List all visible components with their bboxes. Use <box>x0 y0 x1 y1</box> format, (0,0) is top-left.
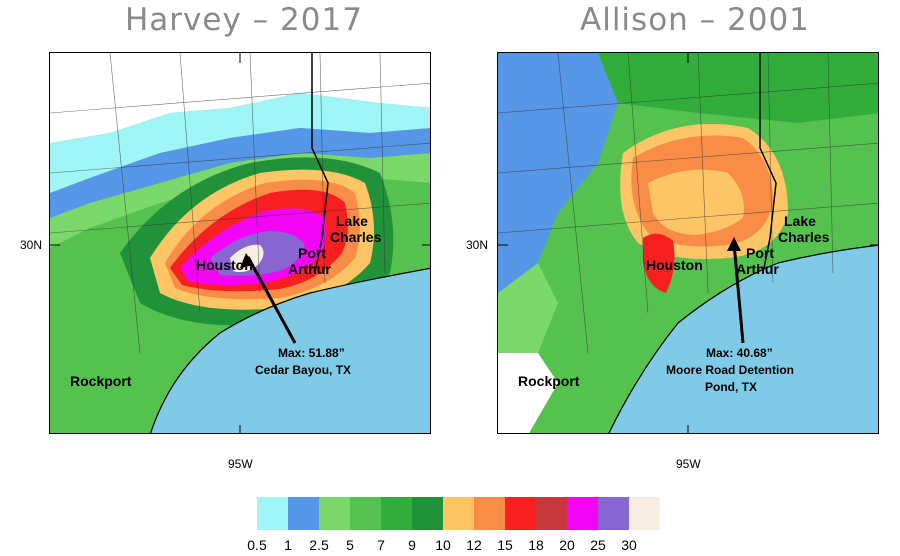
legend-swatch <box>474 497 505 530</box>
allison-city-houston: Houston <box>646 257 703 273</box>
harvey-lon-label: 95W <box>228 457 253 471</box>
harvey-title: Harvey – 2017 <box>125 2 363 38</box>
harvey-max-line1: Max: 51.88” <box>278 346 345 360</box>
allison-city-rockport: Rockport <box>518 373 580 389</box>
harvey-city-lake: Lake <box>336 213 368 229</box>
allison-city-lake: Lake <box>784 213 816 229</box>
allison-max-arrow <box>732 242 745 344</box>
harvey-city-houston: Houston <box>196 257 253 273</box>
harvey-city-arthur: Arthur <box>288 261 331 277</box>
allison-max-line3: Pond, TX <box>705 380 757 394</box>
legend-swatch <box>629 497 660 530</box>
legend-label: 2.5 <box>309 537 329 553</box>
harvey-lat-label: 30N <box>20 238 43 252</box>
allison-lon-label: 95W <box>676 457 701 471</box>
allison-title: Allison – 2001 <box>580 2 810 38</box>
legend-swatch <box>505 497 536 530</box>
rainfall-legend-labels: 0.5 1 2.5 5 7 9 10 12 15 18 20 25 30 <box>0 537 900 553</box>
legend-swatch <box>288 497 319 530</box>
harvey-city-charles: Charles <box>330 229 382 245</box>
legend-swatch <box>319 497 350 530</box>
legend-label: 7 <box>377 537 385 553</box>
allison-map: Houston Port Arthur Lake Charles Rockpor… <box>497 52 879 434</box>
allison-lat-label: 30N <box>466 238 489 252</box>
legend-swatch <box>350 497 381 530</box>
legend-label: 1 <box>284 537 292 553</box>
legend-swatch <box>598 497 629 530</box>
harvey-max-line2: Cedar Bayou, TX <box>255 363 352 377</box>
legend-label: 5 <box>346 537 354 553</box>
legend-label: 30 <box>621 537 637 553</box>
legend-label: 15 <box>497 537 513 553</box>
harvey-city-port: Port <box>298 245 326 261</box>
allison-max-line2: Moore Road Detention <box>666 363 794 377</box>
allison-max-line1: Max: 40.68” <box>706 346 773 360</box>
allison-city-arthur: Arthur <box>736 261 779 277</box>
legend-label: 9 <box>408 537 416 553</box>
legend-label: 12 <box>466 537 482 553</box>
legend-swatch <box>412 497 443 530</box>
legend-label: 18 <box>528 537 544 553</box>
allison-city-port: Port <box>746 245 774 261</box>
allison-city-charles: Charles <box>778 229 830 245</box>
harvey-map: Houston Port Arthur Lake Charles Rockpor… <box>49 52 431 434</box>
harvey-city-rockport: Rockport <box>70 373 132 389</box>
legend-label: 25 <box>590 537 606 553</box>
harvey-max-arrow <box>246 256 297 344</box>
rainfall-legend <box>257 497 660 530</box>
legend-label: 20 <box>559 537 575 553</box>
legend-label: 10 <box>435 537 451 553</box>
legend-label: 0.5 <box>247 537 267 553</box>
legend-swatch <box>257 497 288 530</box>
legend-swatch <box>443 497 474 530</box>
legend-swatch <box>536 497 567 530</box>
legend-swatch <box>381 497 412 530</box>
legend-swatch <box>567 497 598 530</box>
